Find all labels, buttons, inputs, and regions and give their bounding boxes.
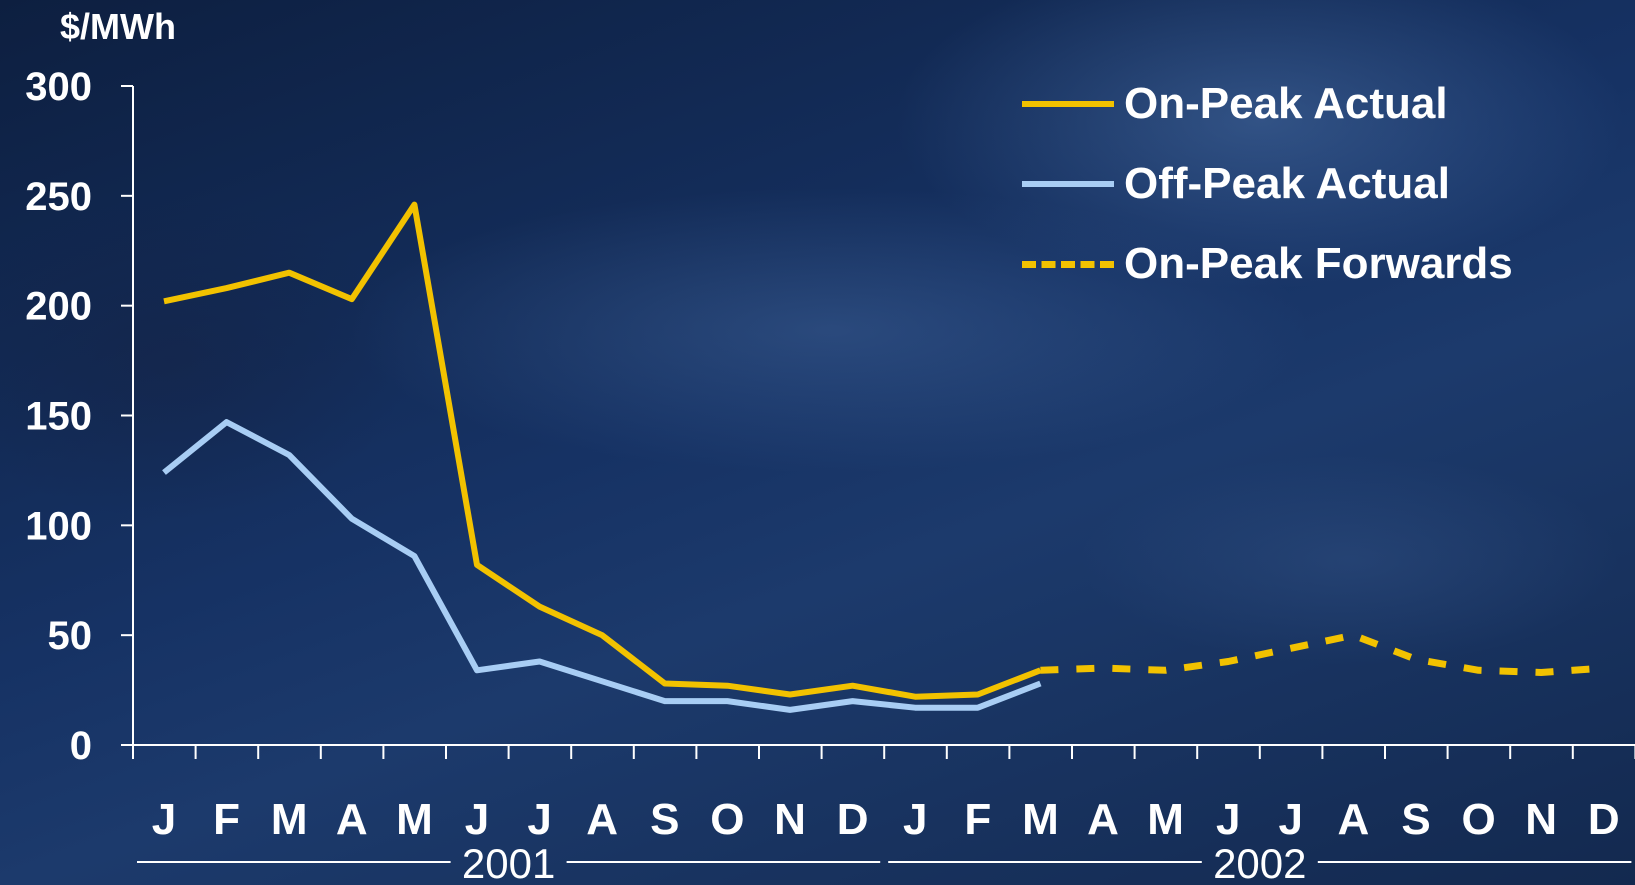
x-tick-label-19: A bbox=[1338, 795, 1370, 844]
x-tick-label-3: A bbox=[336, 795, 368, 844]
x-tick-label-9: O bbox=[710, 795, 744, 844]
legend-swatch-on-peak-actual bbox=[1022, 101, 1114, 107]
y-tick-label-5: 250 bbox=[25, 175, 92, 219]
legend-item-on-peak-forwards: On-Peak Forwards bbox=[1022, 224, 1513, 304]
legend-item-off-peak-actual: Off-Peak Actual bbox=[1022, 144, 1513, 224]
x-tick-label-11: D bbox=[837, 795, 869, 844]
legend-label-off-peak-actual: Off-Peak Actual bbox=[1124, 159, 1451, 208]
legend-label-on-peak-forwards: On-Peak Forwards bbox=[1124, 239, 1513, 288]
legend-label-on-peak-actual: On-Peak Actual bbox=[1124, 79, 1448, 128]
legend-item-on-peak-actual: On-Peak Actual bbox=[1022, 64, 1513, 144]
x-tick-label-7: A bbox=[586, 795, 618, 844]
series-line-on-peak-actual bbox=[163, 201, 1042, 700]
x-tick-label-18: J bbox=[1279, 795, 1303, 844]
x-tick-label-22: N bbox=[1525, 795, 1557, 844]
x-tick-label-5: J bbox=[465, 795, 489, 844]
x-tick-label-15: A bbox=[1087, 795, 1119, 844]
y-tick-label-6: 300 bbox=[25, 65, 92, 109]
x-tick-label-1: F bbox=[213, 795, 240, 844]
x-tick-label-23: D bbox=[1588, 795, 1620, 844]
year-group-label-0: 2001 bbox=[462, 840, 555, 885]
y-tick-label-2: 100 bbox=[25, 504, 92, 548]
y-axis-unit-label: $/MWh bbox=[60, 6, 176, 47]
x-tick-label-16: M bbox=[1147, 795, 1184, 844]
y-tick-label-0: 0 bbox=[70, 724, 92, 768]
legend-swatch-off-peak-actual bbox=[1022, 181, 1114, 187]
x-tick-label-10: N bbox=[774, 795, 806, 844]
x-tick-label-20: S bbox=[1401, 795, 1430, 844]
x-tick-label-21: O bbox=[1461, 795, 1495, 844]
series-line-off-peak-actual bbox=[162, 419, 1042, 713]
x-tick-label-17: J bbox=[1216, 795, 1240, 844]
x-tick-label-2: M bbox=[271, 795, 308, 844]
x-tick-label-14: M bbox=[1022, 795, 1059, 844]
legend-swatch-on-peak-forwards bbox=[1022, 260, 1114, 268]
year-group-label-1: 2002 bbox=[1213, 840, 1306, 885]
x-tick-label-8: S bbox=[650, 795, 679, 844]
x-tick-label-4: M bbox=[396, 795, 433, 844]
series-line-on-peak-forwards bbox=[1040, 631, 1605, 676]
x-tick-label-12: J bbox=[903, 795, 927, 844]
y-tick-label-3: 150 bbox=[25, 395, 92, 439]
x-tick-label-0: J bbox=[152, 795, 176, 844]
y-tick-label-4: 200 bbox=[25, 285, 92, 329]
x-tick-label-6: J bbox=[527, 795, 551, 844]
chart-legend: On-Peak Actual Off-Peak Actual On-Peak F… bbox=[1022, 64, 1513, 304]
y-tick-label-1: 50 bbox=[48, 614, 93, 658]
x-tick-label-13: F bbox=[964, 795, 991, 844]
